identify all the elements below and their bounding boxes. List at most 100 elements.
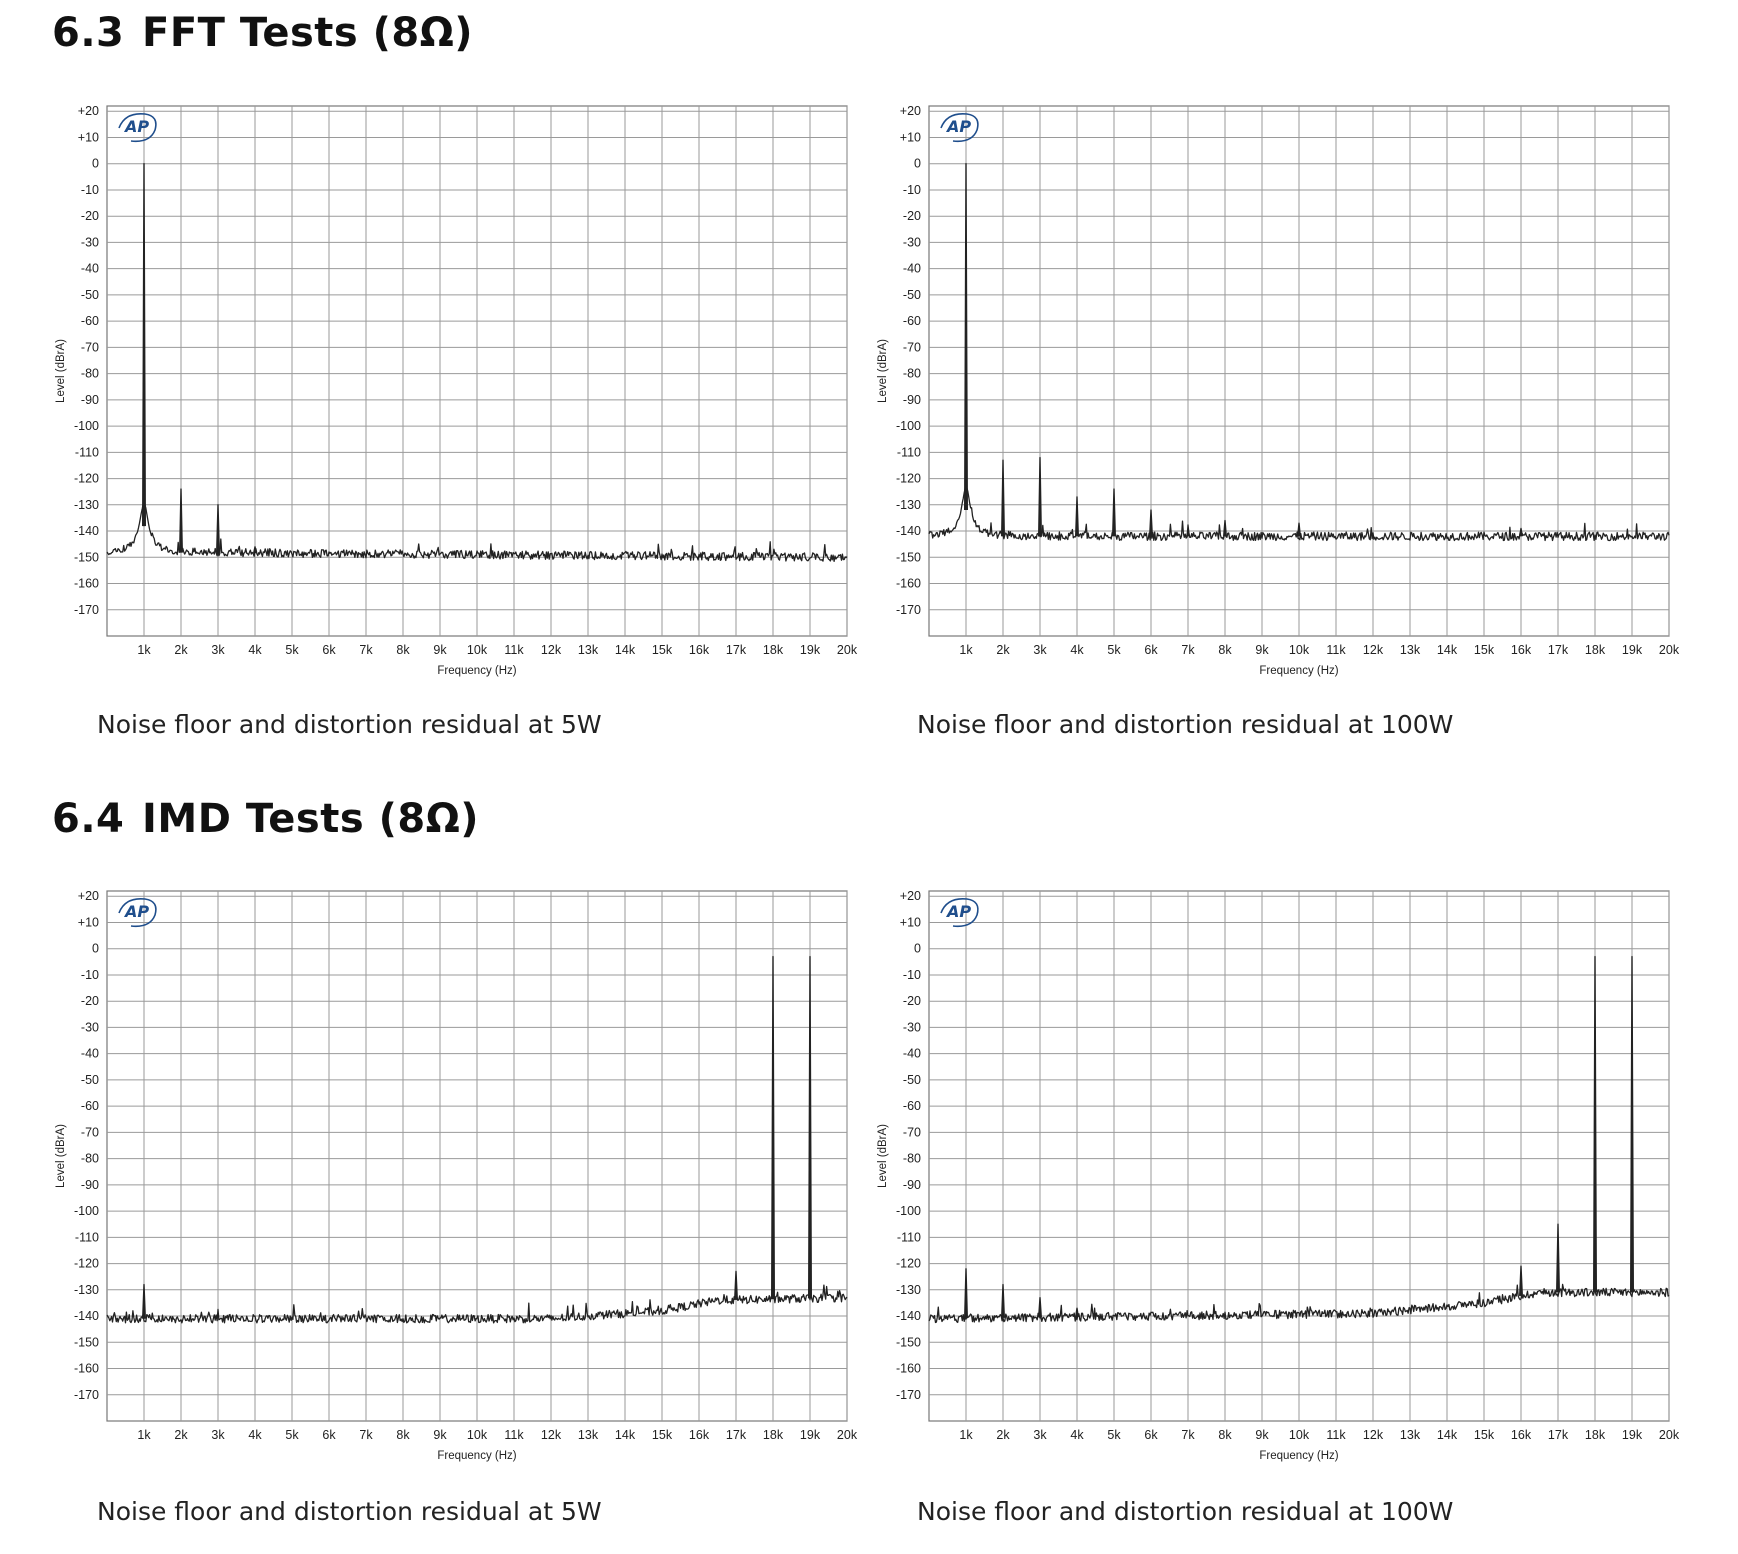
y-tick-label: -50 (81, 1073, 99, 1087)
x-tick-label: 3k (211, 643, 225, 657)
y-tick-label: -100 (74, 1204, 99, 1218)
y-tick-label: 0 (914, 942, 921, 956)
caption-imd-100w: Noise floor and distortion residual at 1… (917, 1497, 1454, 1526)
y-tick-label: -80 (903, 1152, 921, 1166)
y-tick-label: -170 (896, 603, 921, 617)
x-tick-label: 1k (959, 1428, 973, 1442)
x-tick-label: 11k (1326, 1428, 1346, 1442)
x-axis-label: Frequency (Hz) (1259, 1450, 1338, 1462)
y-tick-label: -120 (896, 1257, 921, 1271)
x-tick-label: 3k (211, 1428, 225, 1442)
y-tick-label: -30 (903, 1020, 921, 1034)
y-tick-label: -50 (903, 1073, 921, 1087)
x-tick-label: 17k (726, 1428, 747, 1442)
spectral-peak (142, 163, 146, 527)
y-tick-label: -150 (74, 550, 99, 564)
x-tick-label: 1k (137, 1428, 151, 1442)
x-tick-label: 15k (1474, 643, 1495, 657)
x-tick-label: 4k (248, 1428, 262, 1442)
imd-100w-chart: +20 +10 0 -10 -20 -30 -40 -50 -60 -70 -80 -90 -100 -1… (877, 889, 1680, 1462)
x-tick-label: 5k (285, 1428, 299, 1442)
spectral-peak (1297, 522, 1301, 537)
y-tick-label: -130 (74, 1283, 99, 1297)
x-tick-label: 2k (174, 1428, 188, 1442)
spectral-peak (1223, 519, 1227, 537)
y-tick-label: -110 (75, 1230, 99, 1244)
y-tick-label: -130 (896, 1283, 921, 1297)
x-tick-label: 6k (1144, 1428, 1158, 1442)
x-tick-label: 10k (1289, 643, 1310, 657)
y-tick-label: -20 (81, 209, 99, 223)
y-tick-label: -120 (896, 472, 921, 486)
x-tick-label: 4k (1070, 1428, 1084, 1442)
ap-logo: AP (940, 897, 979, 928)
section-title-imd: 6.4 IMD Tests (8Ω) (52, 796, 479, 842)
spectral-peak (142, 1283, 146, 1319)
y-tick-label: -90 (903, 393, 921, 407)
logo-swoosh (940, 897, 979, 928)
y-tick-label: -70 (81, 1125, 99, 1139)
caption-fft-5w: Noise floor and distortion residual at 5… (97, 710, 602, 739)
spectral-peak (734, 1270, 738, 1300)
x-tick-label: 3k (1033, 643, 1047, 657)
y-tick-label: -170 (74, 603, 99, 617)
x-tick-label: 1k (137, 643, 151, 657)
x-tick-label: 13k (1400, 643, 1421, 657)
caption-imd-5w: Noise floor and distortion residual at 5… (97, 1497, 602, 1526)
x-tick-label: 9k (1255, 643, 1269, 657)
y-axis-label: Level (dBrA) (55, 339, 67, 403)
x-tick-label: 9k (433, 643, 447, 657)
y-tick-label: -10 (903, 183, 921, 197)
spectral-peak (1075, 496, 1079, 537)
x-tick-label: 5k (1107, 643, 1121, 657)
x-tick-label: 6k (322, 1428, 336, 1442)
y-tick-label: -130 (74, 498, 99, 512)
x-tick-label: 17k (1548, 1428, 1569, 1442)
y-tick-label: -70 (81, 340, 99, 354)
x-tick-label: 2k (996, 1428, 1010, 1442)
x-tick-label: 17k (726, 643, 747, 657)
y-tick-label: -150 (896, 1335, 921, 1349)
spectral-peak (1519, 1265, 1523, 1296)
x-tick-label: 11k (1326, 643, 1346, 657)
x-tick-label: 2k (174, 643, 188, 657)
x-tick-label: 6k (1144, 643, 1158, 657)
x-tick-label: 10k (467, 643, 488, 657)
spectral-peak (1519, 527, 1523, 537)
y-tick-label: -20 (903, 209, 921, 223)
logo-swoosh (118, 897, 157, 928)
caption-fft-100w: Noise floor and distortion residual at 1… (917, 710, 1454, 739)
spectral-peak (1038, 1296, 1042, 1318)
y-tick-label: +10 (900, 915, 921, 929)
y-tick-label: -130 (896, 498, 921, 512)
y-tick-label: -150 (74, 1335, 99, 1349)
y-tick-label: +10 (78, 130, 99, 144)
x-tick-label: 8k (1218, 1428, 1232, 1442)
noise-trace (106, 1284, 848, 1324)
x-tick-label: 18k (763, 1428, 784, 1442)
fft-100w-chart: +20 +10 0 -10 -20 -30 -40 -50 -60 -70 -80 -90 -100 -1… (877, 104, 1680, 677)
x-tick-label: 14k (1437, 1428, 1458, 1442)
y-tick-label: -30 (81, 235, 99, 249)
y-tick-label: -50 (903, 288, 921, 302)
y-tick-label: -150 (896, 550, 921, 564)
y-tick-label: -10 (81, 968, 99, 982)
spectral-peak (808, 955, 812, 1299)
section-heading: FFT Tests (8Ω) (142, 10, 474, 56)
y-tick-label: -160 (74, 577, 99, 591)
y-tick-label: -20 (81, 994, 99, 1008)
y-tick-label: +20 (78, 104, 99, 118)
x-tick-label: 4k (1070, 643, 1084, 657)
x-tick-label: 16k (689, 643, 710, 657)
x-tick-label: 20k (1659, 1428, 1680, 1442)
ap-logo: AP (118, 112, 157, 143)
x-tick-label: 15k (1474, 1428, 1495, 1442)
y-tick-label: -160 (74, 1362, 99, 1376)
spectral-peak (1593, 955, 1597, 1293)
y-tick-label: 0 (92, 942, 99, 956)
y-tick-label: -70 (903, 340, 921, 354)
y-tick-label: -160 (896, 577, 921, 591)
x-tick-label: 14k (615, 1428, 636, 1442)
spectral-peak (179, 488, 183, 553)
x-tick-label: 7k (359, 643, 373, 657)
